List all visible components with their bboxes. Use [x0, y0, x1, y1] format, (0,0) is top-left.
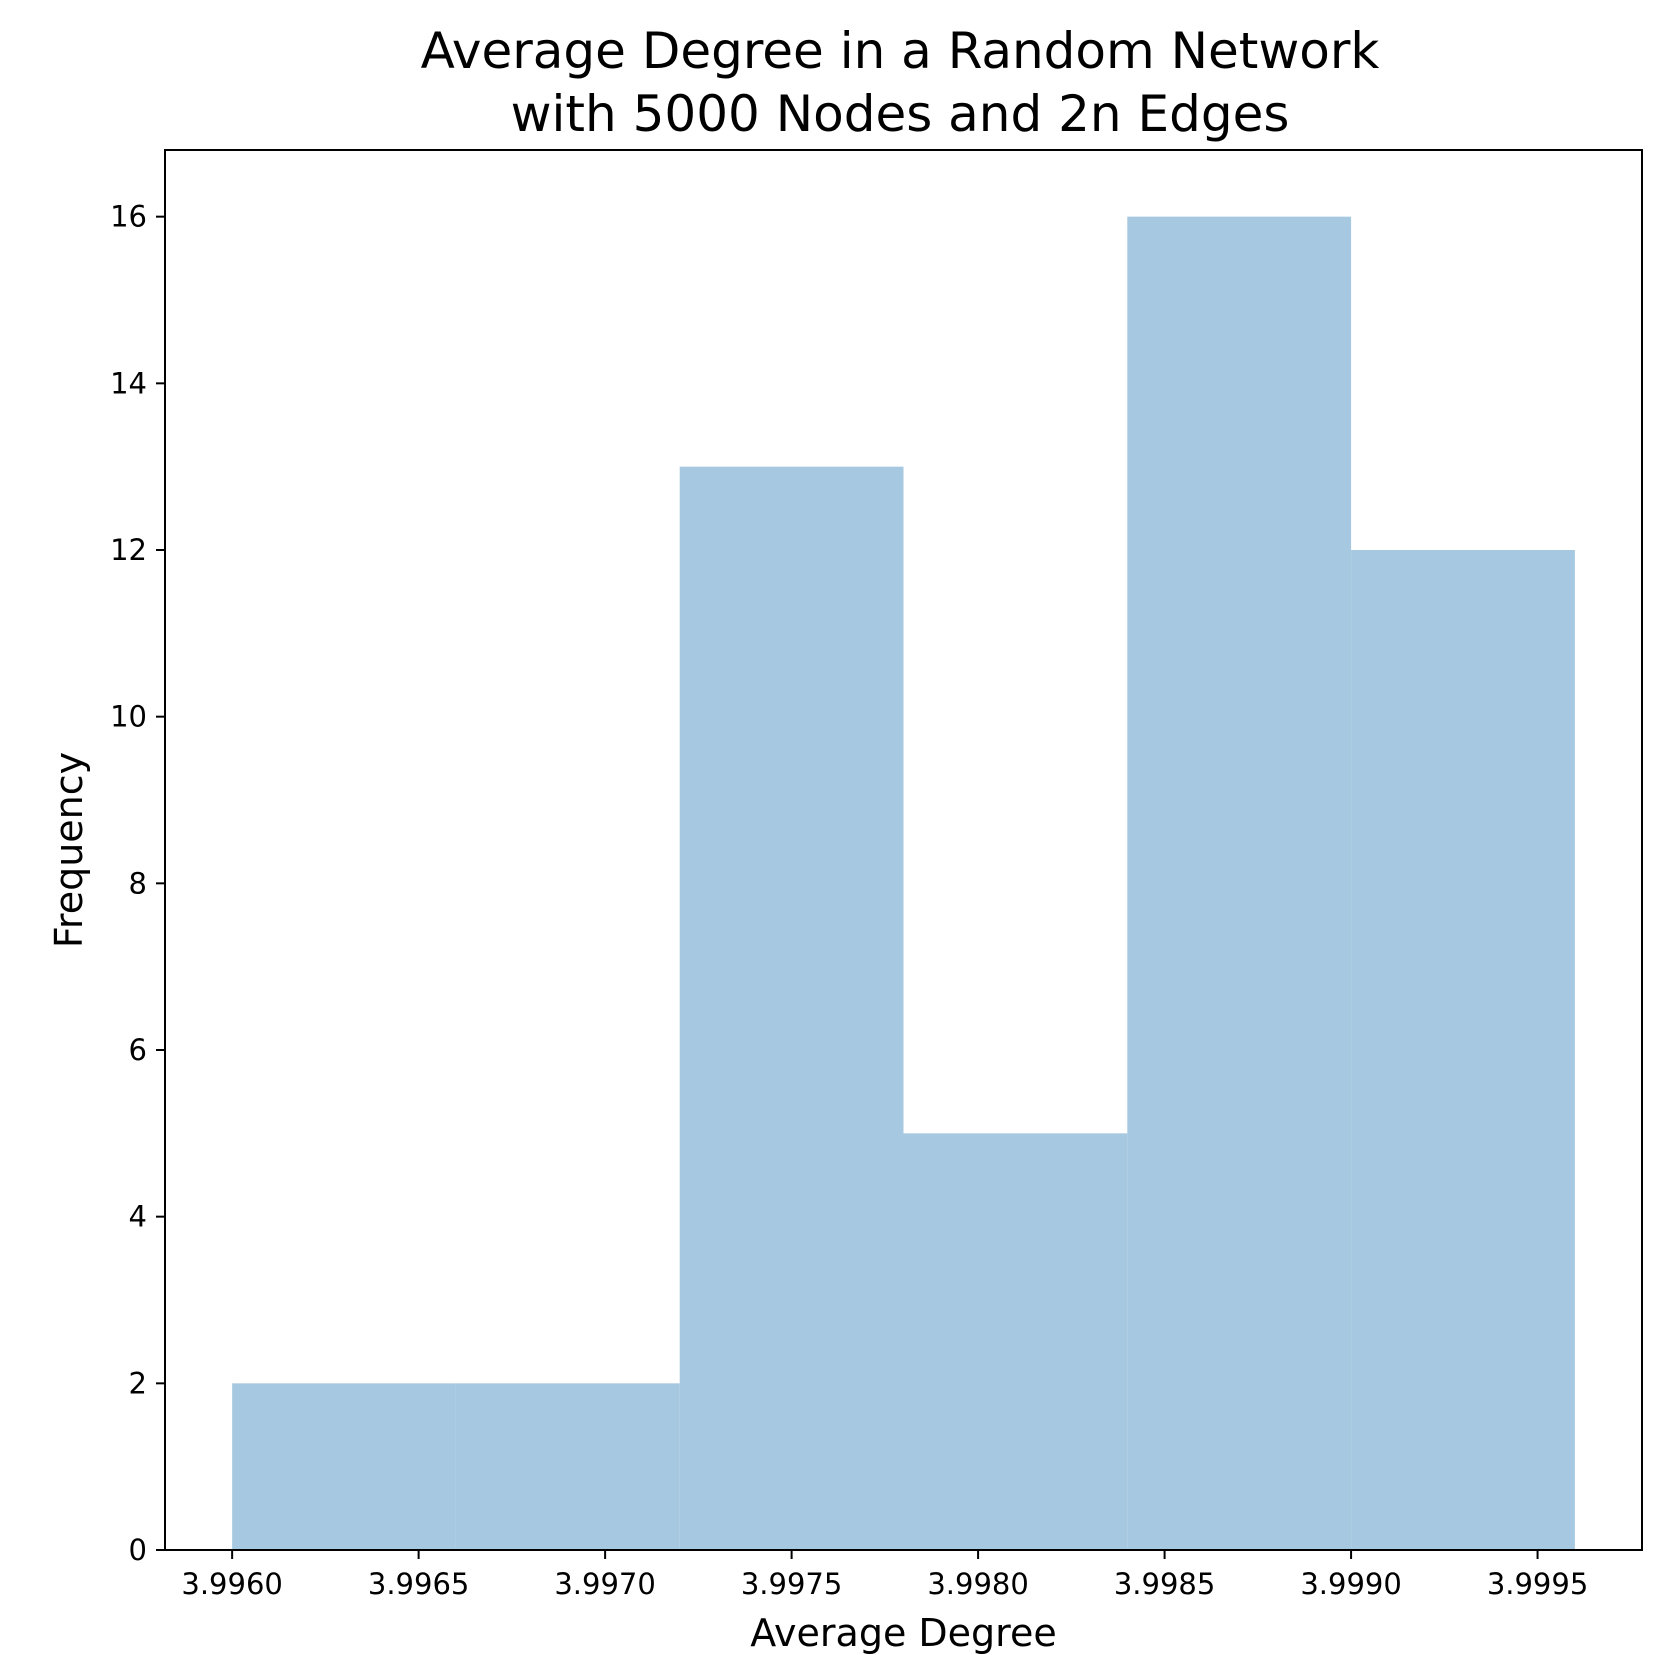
y-tick-label: 16: [110, 200, 147, 234]
x-tick-label: 3.9965: [368, 1567, 469, 1601]
y-tick-label: 14: [110, 366, 147, 400]
chart-title-line-2: with 5000 Nodes and 2n Edges: [511, 85, 1290, 143]
x-axis-label: Average Degree: [750, 1611, 1056, 1655]
y-tick-label: 10: [110, 700, 147, 734]
x-tick-label: 3.9970: [554, 1567, 655, 1601]
bars-layer: [232, 216, 1575, 1551]
histogram-bar: [903, 1133, 1128, 1550]
x-tick-label: 3.9980: [927, 1567, 1028, 1601]
histogram-bar: [232, 1383, 456, 1550]
histogram-bar: [1127, 216, 1352, 1551]
x-tick-label: 3.9960: [181, 1567, 282, 1601]
x-axis-ticks: 3.9960 3.9965 3.9970 3.9975 3.9980 3.9985 3.99…: [181, 1550, 1588, 1601]
x-tick-label: 3.9985: [1114, 1567, 1215, 1601]
histogram-bar: [1351, 550, 1575, 1550]
plot-frame: [164, 149, 1643, 1551]
y-tick-label: 4: [129, 1200, 147, 1234]
histogram-bar: [679, 466, 904, 1551]
chart-title-line-1: Average Degree in a Random Network: [421, 22, 1380, 80]
y-tick-label: 2: [129, 1366, 147, 1400]
y-axis-ticks: 0 2 4 6 8 10 12 14 16: [110, 200, 165, 1567]
x-tick-label: 3.9995: [1487, 1567, 1588, 1601]
x-tick-label: 3.9990: [1300, 1567, 1401, 1601]
y-axis-label: Frequency: [47, 752, 91, 948]
y-tick-label: 0: [129, 1533, 147, 1567]
y-tick-label: 12: [110, 533, 147, 567]
histogram-bar: [455, 1383, 680, 1550]
y-tick-label: 8: [129, 866, 147, 900]
y-tick-label: 6: [129, 1033, 147, 1067]
x-tick-label: 3.9975: [741, 1567, 842, 1601]
